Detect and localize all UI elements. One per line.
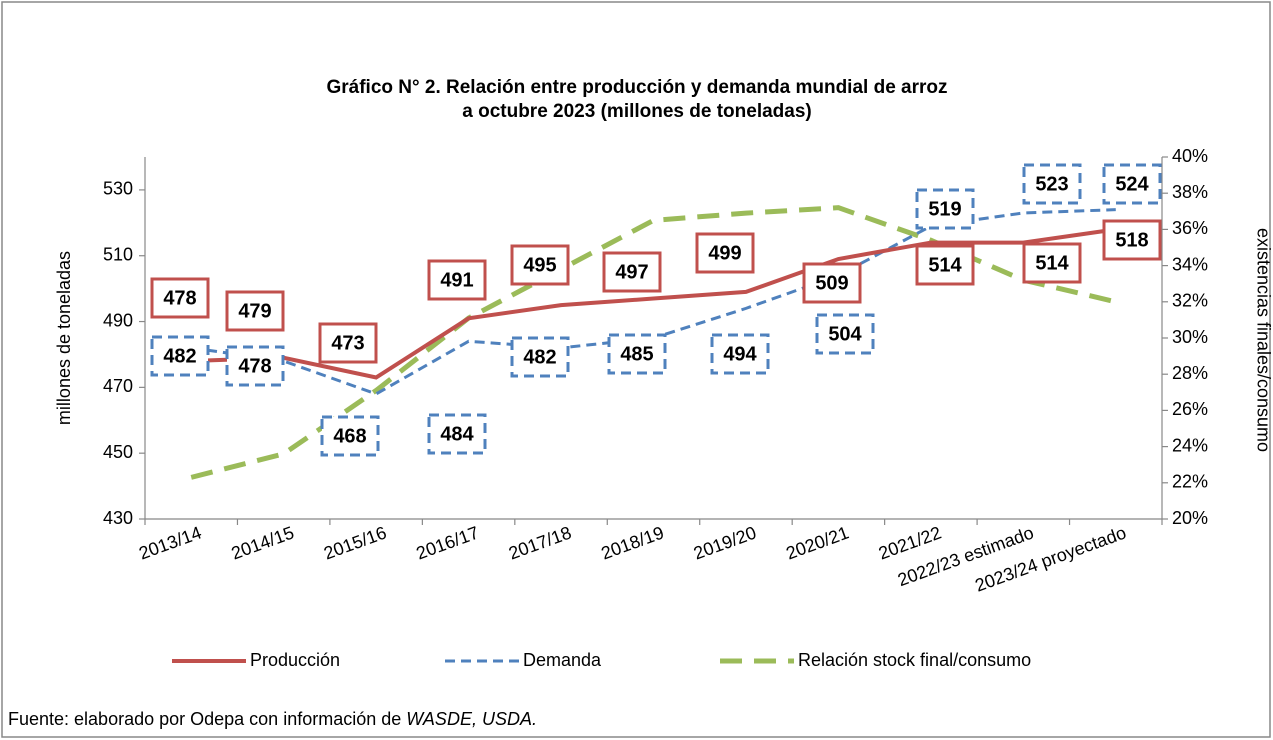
legend-label: Relación stock final/consumo	[798, 650, 1031, 670]
y2-axis-title: existencias finales/consumo	[1253, 228, 1273, 452]
data-label-box	[695, 232, 755, 274]
y2-tick-label: 22%	[1172, 472, 1208, 492]
data-label: 499	[708, 242, 741, 264]
source-note: Fuente: elaborado por Odepa con informac…	[8, 709, 537, 729]
x-tick-label: 2023/24 proyectado	[972, 522, 1128, 595]
y2-tick-label: 34%	[1172, 254, 1208, 274]
data-label-box	[802, 262, 862, 304]
y2-tick-label: 36%	[1172, 218, 1208, 238]
data-label-box	[1022, 163, 1082, 205]
data-label-box	[607, 333, 667, 375]
data-label-box	[150, 277, 210, 319]
y2-tick-label: 38%	[1172, 182, 1208, 202]
data-label: 473	[331, 332, 364, 354]
y2-tick-label: 26%	[1172, 399, 1208, 419]
data-label-box	[318, 322, 378, 364]
data-label: 518	[1115, 229, 1148, 251]
data-label-box	[602, 251, 662, 293]
data-label: 494	[723, 343, 757, 365]
chart-title: a octubre 2023 (millones de toneladas)	[462, 101, 812, 122]
data-label: 478	[163, 287, 196, 309]
data-label-box	[427, 413, 487, 455]
data-label-box	[1102, 219, 1162, 261]
y2-tick-label: 40%	[1172, 146, 1208, 166]
data-label-box	[1102, 163, 1162, 205]
series-line	[191, 227, 1117, 380]
data-label: 514	[1035, 252, 1069, 274]
data-label-box	[225, 345, 285, 387]
data-label: 504	[828, 323, 862, 345]
data-label: 482	[523, 346, 556, 368]
y-tick-label: 430	[103, 508, 133, 528]
data-label: 497	[615, 261, 648, 283]
x-tick-label: 2017/18	[506, 522, 574, 563]
data-label: 523	[1035, 173, 1068, 195]
x-tick-label: 2015/16	[321, 522, 389, 563]
y-tick-label: 530	[103, 179, 133, 199]
y2-tick-label: 20%	[1172, 508, 1208, 528]
data-label: 482	[163, 345, 196, 367]
x-tick-label: 2016/17	[414, 522, 482, 563]
legend-label: Demanda	[523, 650, 602, 670]
data-label-box	[710, 333, 770, 375]
y2-tick-label: 30%	[1172, 327, 1208, 347]
source-italic: WASDE, USDA.	[406, 709, 537, 729]
data-label: 491	[440, 269, 473, 291]
data-label: 519	[928, 198, 961, 220]
data-label-box	[1022, 242, 1082, 284]
data-label-box	[915, 244, 975, 286]
data-label: 478	[238, 355, 271, 377]
data-label-box	[510, 336, 570, 378]
x-tick-label: 2013/14	[136, 522, 204, 563]
y2-tick-label: 24%	[1172, 435, 1208, 455]
x-tick-label: 2018/19	[598, 522, 666, 563]
x-tick-label: 2014/15	[229, 522, 297, 563]
legend-label: Producción	[250, 650, 340, 670]
data-label: 514	[928, 254, 962, 276]
data-label-box	[510, 244, 570, 286]
data-label: 484	[440, 423, 474, 445]
y2-tick-label: 28%	[1172, 363, 1208, 383]
data-label: 479	[238, 300, 271, 322]
data-label: 509	[815, 272, 848, 294]
source-text: Fuente: elaborado por Odepa con informac…	[8, 709, 406, 729]
data-label: 468	[333, 425, 366, 447]
y-tick-label: 450	[103, 442, 133, 462]
chart-title: Gráfico N° 2. Relación entre producción …	[326, 77, 947, 98]
data-label-box	[815, 313, 875, 355]
data-label-box	[320, 415, 380, 457]
y-tick-label: 470	[103, 376, 133, 396]
data-label-box	[225, 290, 285, 332]
y-tick-label: 490	[103, 310, 133, 330]
y2-tick-label: 32%	[1172, 291, 1208, 311]
data-label-box	[150, 335, 210, 377]
data-label-box	[427, 259, 487, 301]
x-tick-label: 2020/21	[783, 522, 851, 563]
data-label: 485	[620, 343, 653, 365]
y-tick-label: 510	[103, 244, 133, 264]
x-tick-label: 2019/20	[691, 522, 759, 563]
data-label-box	[915, 188, 975, 230]
y-axis-title: millones de toneladas	[54, 251, 74, 425]
data-label: 524	[1115, 173, 1149, 195]
data-label: 495	[523, 254, 556, 276]
